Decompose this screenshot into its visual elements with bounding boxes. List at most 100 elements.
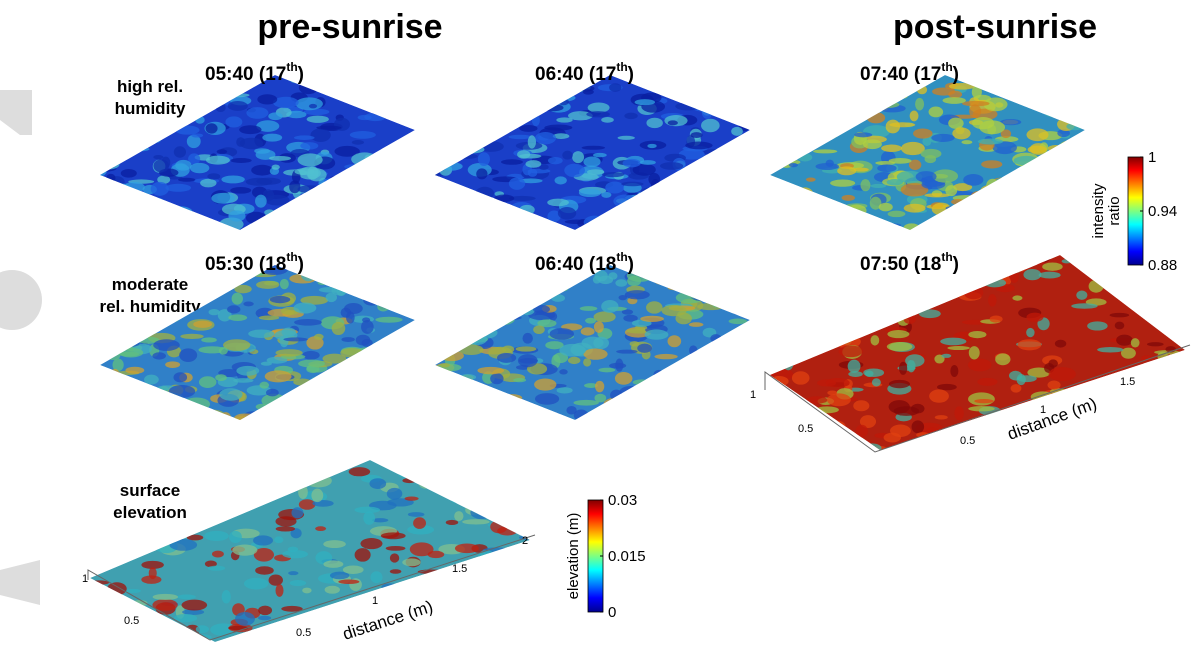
surface-patch — [770, 94, 790, 101]
surface-patch — [1024, 214, 1053, 226]
surface-patch — [788, 163, 798, 168]
surface-patch — [377, 172, 401, 187]
surface-patch — [280, 413, 297, 420]
surface-patch — [515, 295, 538, 307]
surface-patch — [675, 102, 701, 111]
surface-patch — [351, 152, 379, 167]
surface-patch — [902, 292, 925, 300]
surface-patch — [688, 210, 697, 223]
surface-patch — [624, 112, 638, 120]
surface-patch — [107, 582, 127, 596]
surface-patch — [109, 368, 121, 383]
surface-patch — [727, 277, 748, 289]
surface-patch — [309, 203, 331, 208]
surface-patch — [948, 90, 963, 99]
surface-patch — [297, 185, 323, 194]
surface-patch — [337, 219, 347, 226]
surface-patch — [359, 101, 382, 108]
surface-patch — [312, 211, 324, 218]
surface-patch — [477, 595, 487, 609]
surface-patch — [870, 183, 887, 189]
surface-patch — [325, 292, 337, 303]
surface-patch — [990, 440, 1013, 450]
surface-patch — [167, 206, 193, 218]
surface-patch — [462, 519, 490, 525]
surface-patch — [601, 191, 612, 198]
surface-patch — [235, 502, 248, 513]
surface-patch — [454, 329, 466, 335]
surface-patch — [90, 544, 98, 550]
surface-patch — [534, 393, 560, 405]
surface-patch — [687, 206, 715, 214]
surface-patch — [983, 97, 1008, 112]
surface-patch — [653, 203, 681, 214]
surface-patch — [487, 564, 513, 578]
surface-patch — [113, 465, 136, 477]
surface-patch — [100, 103, 116, 117]
surface-patch — [232, 544, 258, 556]
surface-patch — [318, 463, 331, 469]
surface-patch — [622, 208, 633, 213]
surface-patch — [1087, 379, 1111, 394]
surface-patch — [195, 625, 209, 634]
surface-patch — [100, 416, 120, 420]
surface-patch — [903, 223, 920, 230]
title-text: 06:40 (17 — [535, 64, 616, 85]
surface-patch — [831, 211, 845, 219]
surface-patch — [123, 521, 136, 528]
surface-patch — [870, 335, 880, 346]
surface-patch — [471, 271, 485, 280]
surface-patch — [275, 526, 296, 532]
surface-patch — [100, 346, 109, 352]
surface-patch — [317, 280, 328, 286]
surface-patch — [392, 205, 415, 220]
surface-patch — [790, 110, 813, 122]
surface-patch — [205, 93, 231, 100]
surface-patch — [1071, 158, 1085, 164]
surface-patch — [796, 187, 814, 201]
surface-patch — [551, 294, 565, 302]
surface-patch — [572, 151, 585, 164]
surface-patch — [1036, 102, 1063, 108]
surface-patch — [608, 272, 618, 280]
surface-patch — [472, 596, 493, 602]
surface-patch — [793, 410, 805, 423]
surface-patch — [168, 406, 189, 416]
surface-patch — [533, 305, 550, 314]
title-superscript: th — [616, 60, 627, 74]
surface-patch — [648, 172, 661, 186]
surface-patch — [1059, 141, 1076, 149]
surface-patch — [219, 388, 243, 401]
surface-patch — [90, 494, 106, 507]
surface-patch — [735, 343, 744, 351]
surface-patch — [988, 255, 1003, 258]
surface-patch — [1097, 346, 1124, 353]
surface-patch — [855, 424, 868, 438]
surface-patch — [643, 390, 670, 396]
surface-patch — [153, 155, 164, 160]
surface-patch — [1048, 75, 1072, 82]
surface-patch — [659, 162, 684, 170]
surface-patch — [947, 346, 970, 351]
surface-patch — [1170, 412, 1185, 423]
surface-patch — [253, 548, 275, 562]
colorbar-tick-label: 1 — [1148, 149, 1156, 166]
surface-patch — [176, 529, 186, 538]
surface-patch — [497, 596, 524, 609]
surface-patch — [823, 255, 840, 268]
surface-patch — [402, 144, 415, 154]
surface-patch — [439, 162, 463, 171]
surface-patch — [175, 159, 192, 171]
surface-patch — [1153, 404, 1170, 409]
surface-patch — [1128, 446, 1152, 450]
surface-patch — [1075, 428, 1090, 436]
surface-patch — [1098, 274, 1125, 287]
surface-patch — [117, 135, 144, 147]
surface-patch — [479, 609, 497, 618]
surface-patch — [715, 358, 738, 370]
surface-patch — [593, 321, 604, 333]
surface-patch — [980, 185, 997, 198]
surface-patch — [886, 342, 913, 352]
surface-patch — [105, 393, 122, 407]
surface-patch — [714, 185, 726, 199]
